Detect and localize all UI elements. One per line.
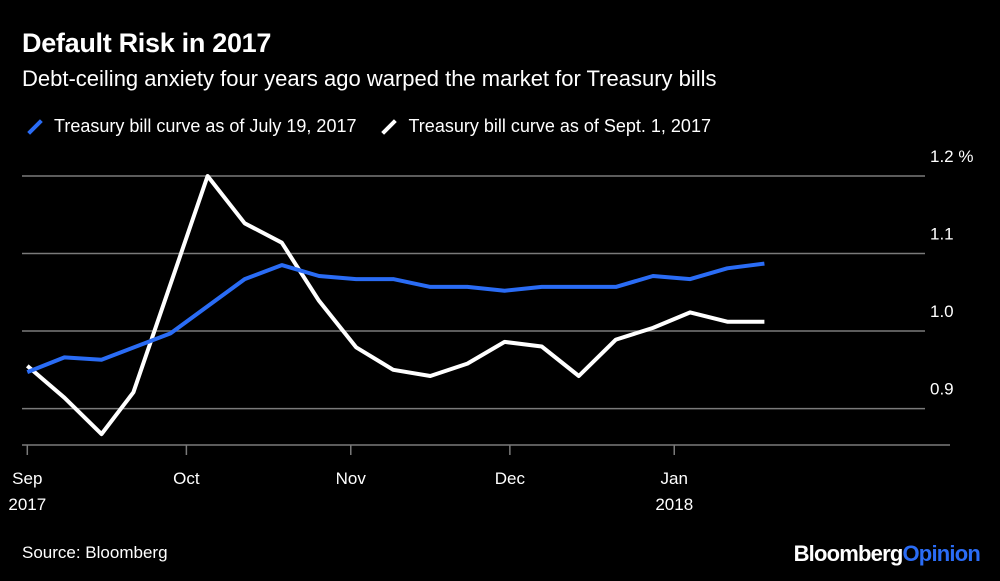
tick-labels: 0.9 1.0 1.1 1.2 % Sep 2017 Oct Nov Dec Jan 2018 <box>8 147 973 514</box>
y-tick-label-0: 0.9 <box>930 380 954 399</box>
y-tick-label-2: 1.1 <box>930 225 954 244</box>
x-tick-label-2: Nov <box>336 469 367 488</box>
legend: Treasury bill curve as of July 19, 2017 … <box>22 116 731 137</box>
chart-title: Default Risk in 2017 <box>22 28 272 58</box>
legend-item-july: Treasury bill curve as of July 19, 2017 <box>22 116 356 137</box>
series-line-sept <box>25 174 765 437</box>
grid-layer <box>22 175 925 410</box>
x-tick-sublabel-4: 2018 <box>655 495 693 514</box>
x-axis <box>22 444 950 455</box>
legend-label-sept: Treasury bill curve as of Sept. 1, 2017 <box>408 116 711 136</box>
x-tick-label-0: Sep <box>12 469 42 488</box>
x-tick-sublabel-0: 2017 <box>8 495 46 514</box>
y-tick-label-1: 1.0 <box>930 302 954 321</box>
legend-label-july: Treasury bill curve as of July 19, 2017 <box>54 116 357 136</box>
x-tick-label-4: Jan <box>661 469 688 488</box>
brand-logo-bloomberg: Bloomberg <box>793 541 904 566</box>
legend-item-sept: Treasury bill curve as of Sept. 1, 2017 <box>376 116 711 137</box>
series-line-july <box>26 261 765 374</box>
x-tick-label-3: Dec <box>495 469 526 488</box>
series-layer <box>25 174 765 437</box>
x-tick-label-1: Oct <box>173 469 200 488</box>
y-tick-label-3: 1.2 % <box>930 147 973 166</box>
chart-subtitle: Debt-ceiling anxiety four years ago warp… <box>22 66 717 91</box>
source-note: Source: Bloomberg <box>22 543 168 562</box>
brand-logo-opinion: Opinion <box>902 541 981 566</box>
brand-logo: BloombergOpinion <box>793 541 981 567</box>
